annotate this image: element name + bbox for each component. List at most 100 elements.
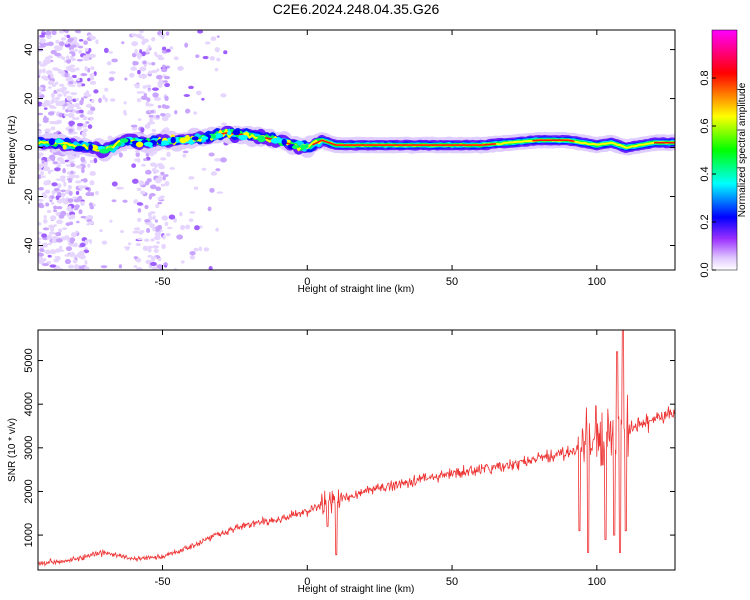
spectrogram-noise-mark: [54, 96, 61, 100]
spectrogram-noise-mark: [45, 69, 53, 75]
spectrogram-noise-mark: [77, 45, 84, 49]
spectrogram-noise-mark: [53, 267, 60, 270]
spectrogram-noise-mark: [160, 171, 165, 176]
spectrogram-noise-mark: [163, 262, 169, 266]
spectrogram-noise-mark: [82, 55, 90, 59]
snr-y-tick-label: 4000: [23, 392, 35, 416]
spectrogram-noise-mark: [109, 98, 116, 102]
spectrogram-noise-mark: [202, 55, 209, 60]
spectrogram-noise-mark: [64, 258, 71, 265]
spectrogram-noise-mark: [220, 93, 227, 98]
spectrogram-ridge-blob: [227, 131, 232, 136]
spectrogram-noise-mark: [69, 237, 76, 243]
spectrogram-noise-mark: [47, 74, 51, 79]
spectrogram-noise-mark: [60, 37, 67, 41]
spectrogram-noise-mark: [80, 201, 85, 206]
spectrogram-noise-mark: [69, 64, 76, 68]
spectrogram-ridge-core: [219, 132, 245, 136]
spectrogram-noise-mark: [138, 180, 145, 186]
spectrogram-noise-mark: [198, 246, 202, 252]
spectrogram-noise-mark: [56, 178, 63, 181]
spectrogram-noise-mark: [136, 202, 143, 206]
spectrogram-noise-mark: [149, 117, 154, 123]
spectrogram-noise-mark: [50, 195, 55, 200]
spectrogram-noise-mark: [84, 247, 88, 251]
spectrogram-noise-mark: [152, 227, 156, 232]
spectrogram-noise-mark: [136, 91, 142, 94]
spectrogram-noise-mark: [70, 57, 77, 62]
spectrogram-noise-mark: [46, 209, 52, 214]
spectrogram-noise-mark: [38, 112, 44, 116]
colorbar: 0.0 0.2 0.4 0.6 0.8 Normalized spectral ampl…: [699, 29, 748, 278]
spectrogram-noise-mark: [81, 132, 87, 137]
figure-title: C2E6.2024.248.04.35.G26: [273, 1, 440, 17]
spectrogram-noise-mark: [65, 246, 73, 252]
spectrogram-ridge-blob: [161, 140, 169, 146]
spectrogram-noise-mark: [80, 83, 86, 87]
spectrogram-noise-mark: [189, 251, 196, 256]
spectrogram-noise-mark: [38, 204, 45, 209]
spectrogram-noise-mark: [122, 199, 128, 203]
spectrogram-ridge-blob: [270, 137, 281, 144]
spectrogram-noise-mark: [74, 263, 79, 270]
spectrogram-noise-mark: [149, 110, 155, 114]
spectrogram-noise-mark: [71, 44, 77, 48]
snr-frame: [37, 329, 676, 571]
spectrogram-noise-mark: [193, 247, 199, 252]
spectrogram-noise-mark: [38, 256, 43, 262]
spectrogram-noise-mark: [46, 249, 50, 254]
spectrogram-noise-mark: [215, 168, 221, 172]
spectrogram-noise-mark: [84, 240, 88, 246]
spectrogram-noise-mark: [65, 163, 71, 167]
spectrogram-noise-mark: [151, 168, 157, 172]
spectrogram-noise-mark: [74, 174, 80, 179]
spectrogram-noise-mark: [137, 237, 143, 241]
spectrogram-noise-mark: [155, 114, 160, 119]
spectrogram-noise-mark: [66, 55, 70, 60]
spectrogram-noise-mark: [42, 227, 50, 231]
spectrogram-noise-mark: [127, 242, 132, 246]
spectrogram-noise-mark: [38, 123, 42, 127]
spectrogram-noise-mark: [50, 126, 56, 131]
spectrogram-noise-mark: [75, 164, 83, 169]
spectrogram-noise-mark: [51, 30, 57, 36]
spectrogram-noise-mark: [68, 173, 76, 179]
spectrogram-ridge-blob: [299, 144, 309, 149]
spectrogram-noise-mark: [65, 41, 69, 45]
spectrogram-noise-mark: [135, 257, 142, 263]
spectrogram-noise-mark: [189, 255, 196, 260]
spectrogram-noise-mark: [93, 89, 99, 94]
spectrogram-noise-mark: [47, 242, 53, 246]
spectrogram-noise-mark: [132, 230, 138, 234]
spectrogram-noise-mark: [43, 107, 48, 110]
spectrogram-noise-mark: [67, 106, 73, 111]
spectrogram-noise-mark: [50, 169, 54, 172]
spectrogram-noise-mark: [40, 170, 45, 176]
spectrogram-noise-mark: [164, 221, 169, 227]
spectrogram-noise-mark: [84, 47, 89, 52]
spectrogram-noise-mark: [146, 48, 150, 54]
spectrogram-noise-mark: [156, 241, 161, 244]
spectrogram-noise-mark: [68, 81, 74, 85]
spectrogram-noise-mark: [161, 68, 168, 73]
spectrogram-noise-mark: [38, 186, 44, 191]
spectrogram-ridge-blob: [74, 145, 85, 152]
spectrogram-noise-mark: [197, 30, 204, 34]
spectrogram-noise-mark: [154, 51, 158, 56]
spectrogram-noise-mark: [58, 30, 65, 34]
spectrogram-noise-mark: [85, 191, 93, 197]
spectrogram-noise-mark: [100, 265, 108, 269]
spectrogram-ridge-blob: [62, 144, 67, 150]
spectrogram-noise-mark: [66, 34, 71, 39]
spectrogram-noise-mark: [41, 159, 45, 164]
spectrogram-noise-mark: [69, 84, 76, 87]
spectrogram-noise-mark: [46, 260, 52, 265]
spectrogram-noise-mark: [85, 187, 90, 190]
spectrogram-noise-mark: [131, 41, 139, 47]
spectrogram-noise-mark: [208, 152, 215, 157]
spectrogram-noise-mark: [99, 229, 103, 233]
spectrogram-noise-mark: [215, 227, 219, 232]
spectrogram-noise-mark: [147, 44, 151, 49]
spectrogram-noise-mark: [139, 66, 147, 72]
colorbar-ticks: 0.0 0.2 0.4 0.6 0.8: [699, 70, 716, 278]
